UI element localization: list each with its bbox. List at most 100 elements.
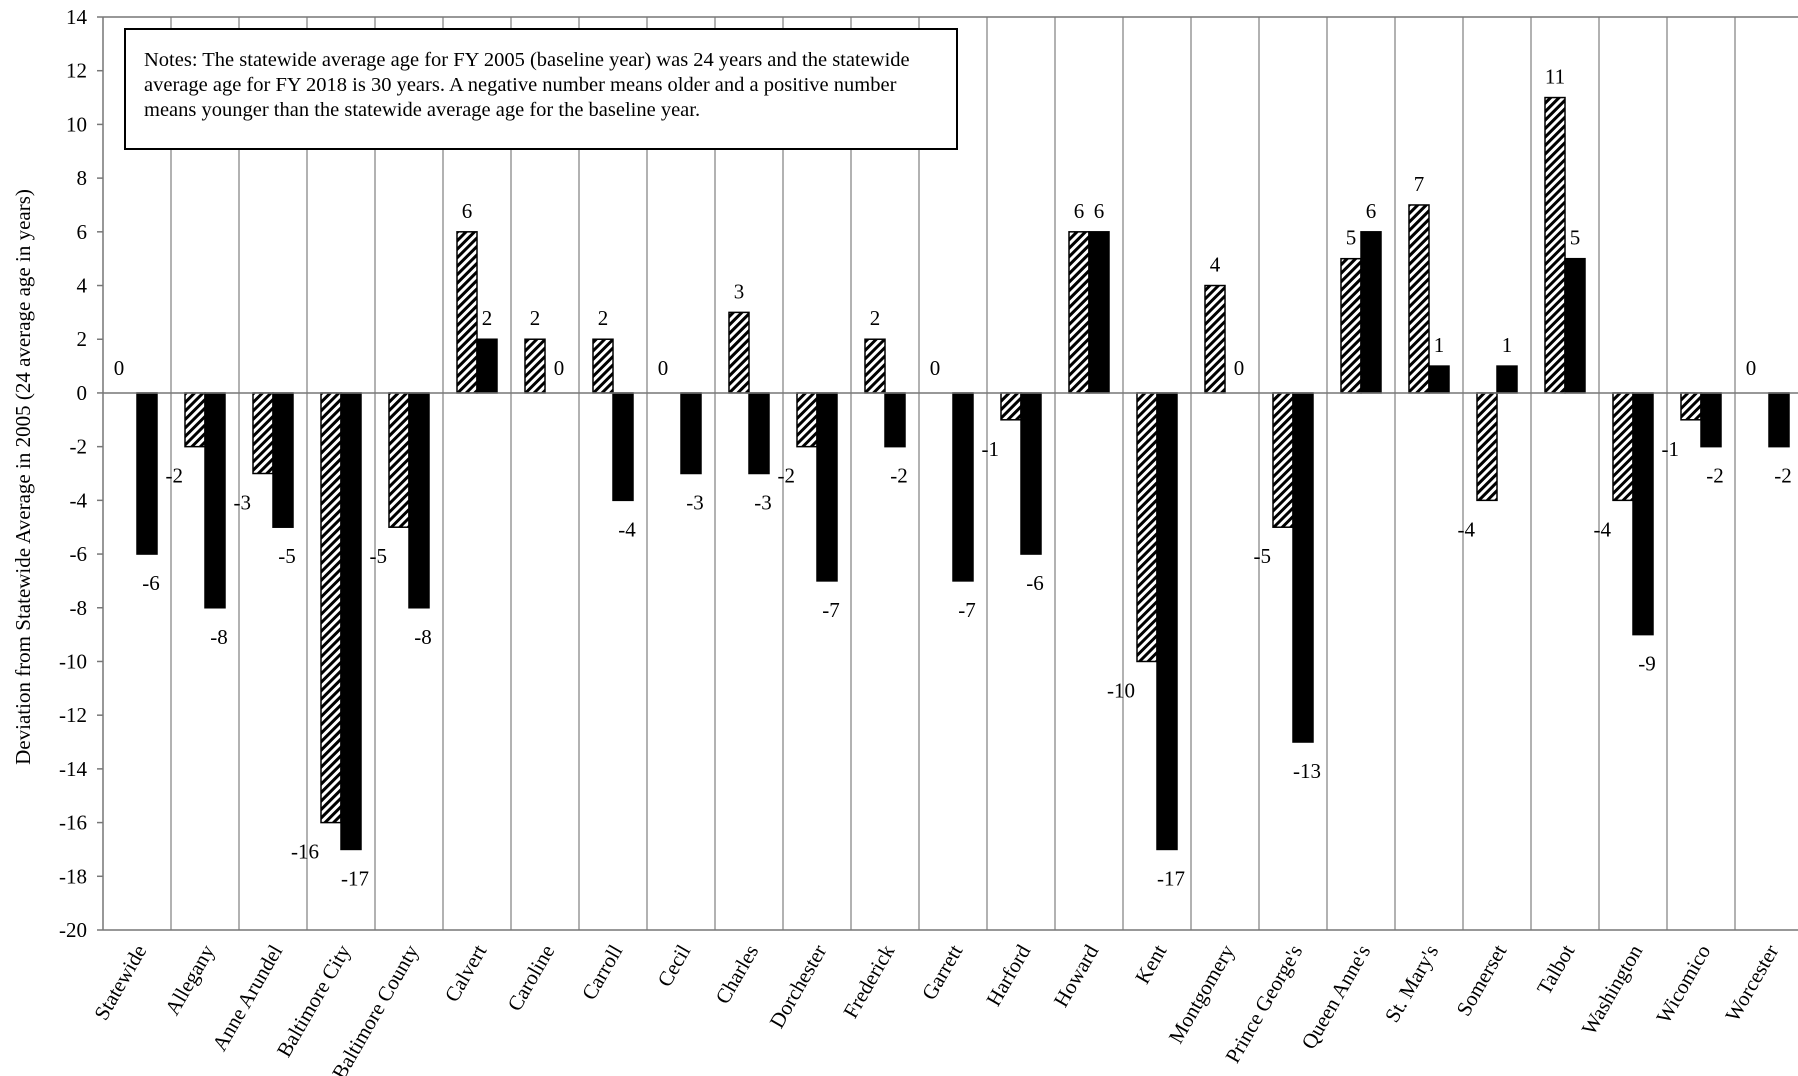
bar-hatched <box>184 392 206 448</box>
category-label: Caroline <box>502 941 559 1016</box>
data-label-solid: 0 <box>1234 356 1245 380</box>
data-label-solid: -8 <box>414 625 432 649</box>
bar-hatched <box>1204 284 1226 394</box>
bar-hatched <box>1680 392 1702 421</box>
bar-solid <box>1020 392 1042 555</box>
data-label-hatched: 6 <box>1074 199 1085 223</box>
bar-hatched <box>1408 204 1430 394</box>
y-tick-label: 12 <box>66 59 87 83</box>
data-label-solid: -6 <box>142 571 160 595</box>
bar-hatched <box>1272 392 1294 528</box>
bar-solid <box>1428 365 1450 394</box>
data-label-hatched: -3 <box>234 491 252 515</box>
data-label-hatched: 0 <box>114 356 125 380</box>
data-label-hatched: -10 <box>1107 678 1135 702</box>
notes-text: Notes: The statewide average age for FY … <box>144 49 910 121</box>
category-label: Harford <box>981 940 1035 1010</box>
y-axis-title: Deviation from Statewide Average in 2005… <box>11 189 35 765</box>
data-label-hatched: -16 <box>291 840 319 864</box>
data-label-hatched: -1 <box>1662 437 1680 461</box>
bar-solid <box>340 392 362 851</box>
y-tick-label: -14 <box>59 757 87 781</box>
data-label-solid: -17 <box>341 866 369 890</box>
y-tick-label: -12 <box>59 703 87 727</box>
y-tick-label: -20 <box>59 918 87 942</box>
data-label-hatched: -4 <box>1594 517 1612 541</box>
category-label: Washington <box>1577 940 1648 1039</box>
bar-solid <box>136 392 158 555</box>
bar-hatched <box>864 338 886 394</box>
data-label-solid: 2 <box>482 306 493 330</box>
data-label-solid: -4 <box>618 517 636 541</box>
category-label: Statewide <box>89 941 151 1025</box>
y-tick-label: -10 <box>59 649 87 673</box>
bar-solid <box>1632 392 1654 636</box>
data-label-hatched: 2 <box>530 306 541 330</box>
y-tick-label: 10 <box>66 112 87 136</box>
data-label-solid: 6 <box>1366 199 1377 223</box>
data-label-solid: 6 <box>1094 199 1105 223</box>
bar-solid <box>408 392 430 609</box>
bar-solid <box>816 392 838 582</box>
data-label-hatched: -2 <box>778 464 796 488</box>
data-label-solid: -7 <box>822 598 840 622</box>
y-tick-label: 0 <box>77 381 88 405</box>
bar-hatched <box>524 338 546 394</box>
category-label: Howard <box>1049 940 1104 1011</box>
category-label: Allegany <box>160 940 220 1019</box>
data-label-solid: -17 <box>1157 866 1185 890</box>
category-label: Montgomery <box>1164 940 1240 1047</box>
bar-hatched <box>320 392 342 824</box>
data-label-solid: -7 <box>958 598 976 622</box>
data-label-hatched: 3 <box>734 279 745 303</box>
bar-solid <box>1360 231 1382 394</box>
data-label-solid: -6 <box>1026 571 1044 595</box>
bar-solid <box>680 392 702 475</box>
data-label-solid: -2 <box>1706 464 1724 488</box>
data-label-hatched: 7 <box>1414 172 1425 196</box>
y-tick-label: 14 <box>66 5 88 29</box>
data-label-hatched: -2 <box>166 464 184 488</box>
data-label-hatched: -4 <box>1458 517 1476 541</box>
y-tick-label: -2 <box>70 435 88 459</box>
category-label: Carroll <box>577 940 628 1004</box>
data-label-solid: -2 <box>890 464 908 488</box>
data-label-hatched: 11 <box>1545 65 1565 89</box>
category-label: Frederick <box>838 940 899 1022</box>
data-label-solid: -5 <box>278 544 296 568</box>
bar-hatched <box>1612 392 1634 502</box>
grid-layer <box>170 17 1736 930</box>
category-label: Dorchester <box>764 940 831 1032</box>
bar-solid <box>1156 392 1178 851</box>
category-label: Kent <box>1130 940 1171 987</box>
bar-solid <box>1564 257 1586 394</box>
data-label-hatched: -5 <box>1254 544 1272 568</box>
data-label-hatched: 2 <box>598 306 609 330</box>
category-label: Talbot <box>1532 940 1580 998</box>
bar-hatched <box>796 392 818 448</box>
bar-hatched <box>388 392 410 528</box>
data-label-hatched: 4 <box>1210 253 1221 277</box>
bar-hatched <box>1476 392 1498 502</box>
category-label: Anne Arundel <box>207 940 287 1055</box>
data-label-solid: -3 <box>754 491 772 515</box>
category-label: Queen Anne's <box>1296 941 1375 1054</box>
category-label: Worcester <box>1720 941 1783 1026</box>
data-label-solid: 5 <box>1570 226 1581 250</box>
data-label-solid: 1 <box>1502 333 1513 357</box>
category-label: St. Mary's <box>1380 941 1444 1027</box>
data-label-hatched: 0 <box>930 356 941 380</box>
bar-hatched <box>1068 231 1090 394</box>
data-label-solid: 0 <box>554 356 565 380</box>
bar-hatched <box>592 338 614 394</box>
bar-solid <box>748 392 770 475</box>
bar-solid <box>1088 231 1110 394</box>
y-tick-label: -8 <box>70 596 88 620</box>
data-label-solid: -8 <box>210 625 228 649</box>
data-label-hatched: 0 <box>1746 356 1757 380</box>
y-tick-label: -4 <box>70 488 88 512</box>
bar-solid <box>952 392 974 582</box>
category-label: Wicomico <box>1651 941 1715 1028</box>
data-label-solid: -3 <box>686 491 704 515</box>
